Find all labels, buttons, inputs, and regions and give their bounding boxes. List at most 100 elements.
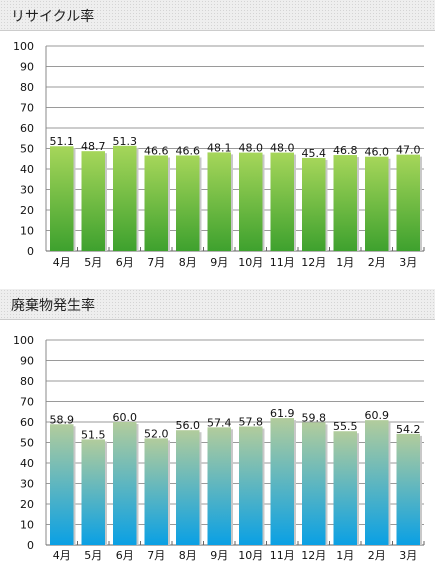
recycling-bar [144,155,168,251]
waste-data-label: 60.0 [113,411,138,424]
recycling-category-label: 12月 [301,256,326,269]
recycling-rate-title: リサイクル率 [11,9,95,25]
waste-y-tick-label: 50 [20,437,34,450]
recycling-data-label: 46.6 [144,144,169,157]
waste-data-label: 55.5 [333,420,358,433]
recycling-category-label: 11月 [270,256,295,269]
recycling-bar [239,152,263,251]
waste-category-label: 8月 [179,549,197,561]
recycling-rate-header: リサイクル率 [0,0,435,31]
waste-category-label: 7月 [147,549,165,561]
recycling-category-label: 8月 [179,256,197,269]
waste-y-tick-label: 30 [20,478,34,491]
waste-category-label: 5月 [84,549,102,561]
waste-y-tick-label: 40 [20,457,34,470]
recycling-bar [176,155,200,251]
recycling-y-tick-label: 90 [20,61,34,74]
recycling-category-label: 10月 [238,256,263,269]
recycling-y-tick-label: 70 [20,102,34,115]
waste-data-label: 58.9 [50,413,75,426]
waste-bar [365,420,389,545]
waste-category-label: 2月 [368,549,386,561]
waste-y-tick-label: 10 [20,519,34,532]
recycling-rate-chart: 0 10 20 30 40 50 60 70 80 90 100 51.1 4月 48.7 5月 51.3 6月… [13,40,425,269]
recycling-y-tick-label: 0 [27,245,34,258]
recycling-data-label: 51.3 [113,135,138,148]
waste-bar [81,439,105,545]
waste-category-label: 9月 [210,549,228,561]
waste-bar [113,422,137,545]
waste-category-label: 6月 [116,549,134,561]
waste-bar [144,438,168,545]
waste-bar [207,427,231,545]
recycling-data-label: 48.7 [81,140,106,153]
recycling-category-label: 6月 [116,256,134,269]
waste-generation-rate-chart: 0 10 20 30 40 50 60 70 80 90 100 58.9 4月 51.5 5月 60.0 6月… [13,334,425,561]
waste-data-label: 56.0 [176,419,201,432]
recycling-y-tick-label: 100 [13,40,34,53]
recycling-bar [207,152,231,251]
waste-data-label: 60.9 [365,409,390,422]
recycling-category-label: 3月 [399,256,417,269]
recycling-y-tick-label: 30 [20,184,34,197]
waste-y-tick-label: 20 [20,498,34,511]
waste-generation-rate-header: 廃棄物発生率 [0,289,435,320]
recycling-data-label: 48.0 [270,142,295,155]
recycling-data-label: 48.1 [207,141,232,154]
waste-y-tick-label: 90 [20,355,34,368]
waste-data-label: 54.2 [396,423,421,436]
recycling-bar [270,152,294,251]
waste-bar [239,426,263,545]
waste-y-tick-label: 0 [27,539,34,552]
waste-data-label: 52.0 [144,427,169,440]
waste-data-label: 51.5 [81,428,106,441]
recycling-data-label: 48.0 [239,142,264,155]
recycling-rate-panel: リサイクル率 0 10 20 30 40 50 60 70 80 90 100 51.1 4月 48.7 5… [0,0,435,269]
recycling-y-tick-label: 10 [20,225,34,238]
recycling-category-label: 5月 [84,256,102,269]
recycling-data-label: 46.8 [333,144,358,157]
recycling-bar [113,145,137,251]
recycling-category-label: 4月 [53,256,71,269]
recycling-category-label: 2月 [368,256,386,269]
recycling-data-label: 46.0 [365,146,390,159]
waste-y-tick-label: 70 [20,396,34,409]
recycling-category-label: 9月 [210,256,228,269]
recycling-y-tick-label: 50 [20,143,34,156]
recycling-bar [333,155,357,251]
recycling-y-tick-label: 40 [20,163,34,176]
waste-bar [176,430,200,545]
waste-bar [302,422,326,545]
recycling-bar [396,154,420,251]
waste-data-label: 57.8 [239,416,264,429]
waste-category-label: 11月 [270,549,295,561]
recycling-y-tick-label: 60 [20,122,34,135]
waste-bar [396,433,420,545]
recycling-data-label: 47.0 [396,144,421,157]
recycling-data-label: 51.1 [50,135,75,148]
waste-generation-rate-title: 廃棄物発生率 [11,298,95,314]
recycling-category-label: 1月 [336,256,354,269]
waste-category-label: 12月 [301,549,326,561]
waste-data-label: 57.4 [207,416,232,429]
recycling-bar [50,146,74,251]
waste-y-tick-label: 100 [13,334,34,347]
waste-bar [270,418,294,545]
waste-category-label: 1月 [336,549,354,561]
recycling-category-label: 7月 [147,256,165,269]
waste-bar [50,424,74,545]
waste-category-label: 3月 [399,549,417,561]
waste-y-tick-label: 80 [20,375,34,388]
recycling-bar [81,151,105,251]
waste-data-label: 61.9 [270,407,295,420]
waste-category-label: 10月 [238,549,263,561]
waste-category-label: 4月 [53,549,71,561]
waste-bar [333,431,357,545]
recycling-data-label: 45.4 [302,147,327,160]
waste-y-tick-label: 60 [20,416,34,429]
waste-data-label: 59.8 [302,411,327,424]
recycling-y-tick-label: 20 [20,204,34,217]
waste-generation-rate-panel: 廃棄物発生率 0 10 20 30 40 50 60 70 80 90 100 58.9 4月 51.5 5… [0,289,435,561]
recycling-y-tick-label: 80 [20,81,34,94]
recycling-bar [365,156,389,251]
